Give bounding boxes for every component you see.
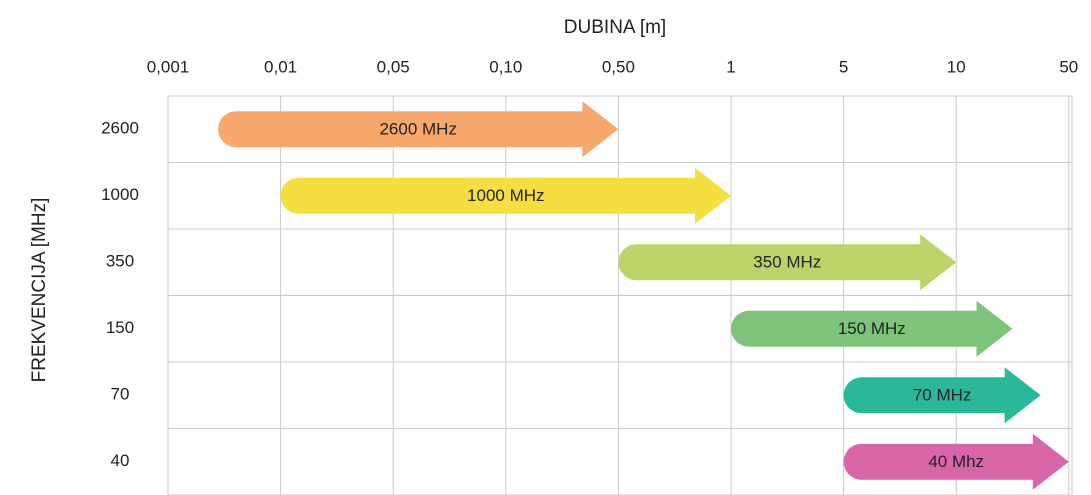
arrow-label: 350 MHz bbox=[753, 253, 821, 272]
range-arrow bbox=[218, 101, 619, 158]
arrow-label: 150 MHz bbox=[838, 319, 906, 338]
x-tick-label: 0,10 bbox=[489, 57, 522, 76]
arrow-label: 40 Mhz bbox=[928, 452, 984, 471]
arrow-label: 2600 MHz bbox=[379, 120, 456, 139]
arrow-label: 70 MHz bbox=[913, 386, 972, 405]
x-tick-label: 0,50 bbox=[602, 57, 635, 76]
arrow-label: 1000 MHz bbox=[467, 186, 544, 205]
range-arrow bbox=[843, 367, 1041, 424]
y-axis-label: FREKVENCIJA [MHz] bbox=[29, 198, 50, 383]
x-tick-label: 0,05 bbox=[377, 57, 410, 76]
range-arrow bbox=[618, 234, 957, 291]
y-tick-label: 40 bbox=[111, 451, 130, 470]
y-tick-label: 350 bbox=[106, 252, 134, 271]
y-tick-label: 150 bbox=[106, 318, 134, 337]
x-tick-label: 10 bbox=[947, 57, 966, 76]
x-tick-label: 50 bbox=[1059, 57, 1078, 76]
range-arrow bbox=[280, 167, 731, 224]
x-tick-label: 1 bbox=[726, 57, 735, 76]
range-arrow bbox=[843, 433, 1069, 490]
y-tick-label: 2600 bbox=[101, 119, 139, 138]
range-arrow bbox=[731, 300, 1013, 357]
x-axis-label: DUBINA [m] bbox=[564, 17, 666, 38]
x-tick-label: 0,001 bbox=[147, 57, 190, 76]
y-tick-label: 70 bbox=[111, 385, 130, 404]
y-tick-label: 1000 bbox=[101, 185, 139, 204]
x-tick-label: 5 bbox=[839, 57, 848, 76]
x-tick-label: 0,01 bbox=[264, 57, 297, 76]
